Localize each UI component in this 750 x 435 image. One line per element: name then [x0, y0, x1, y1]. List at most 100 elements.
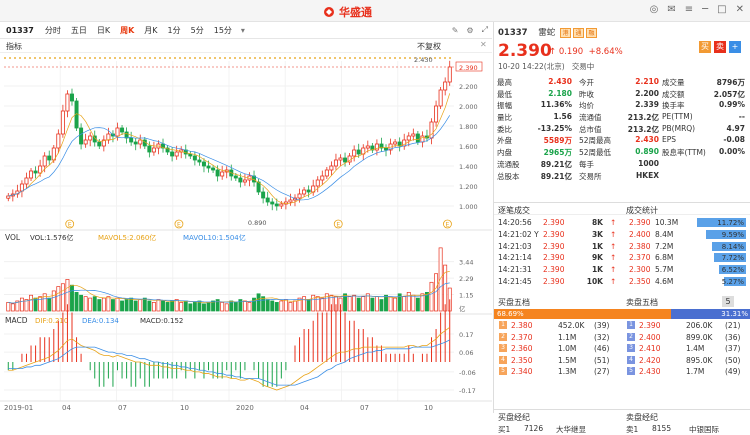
trade-row: 14:21:31 2.390 1K ↑ 2.300 5.7M 6.52% [498, 264, 748, 276]
volume-bar [106, 296, 111, 312]
ask-level: 1 [627, 321, 635, 329]
macd-axis-label: 0.06 [459, 349, 473, 357]
datetime: 10-20 14:22(北京) [498, 62, 565, 71]
tab-5min[interactable]: 5分 [190, 25, 204, 35]
volume-bar [229, 300, 234, 312]
price-axis-label: 1.200 [459, 183, 478, 191]
mail-icon[interactable]: ✉ [667, 4, 676, 15]
tab-timeshare[interactable]: 分时 [44, 25, 61, 35]
close-icon[interactable]: ✕ [480, 40, 487, 49]
depth-selector[interactable]: 5 [722, 296, 734, 307]
volume-bar [352, 294, 357, 312]
candle [83, 139, 88, 145]
volume-bar [120, 300, 124, 312]
quote-label: 昨收 [579, 89, 594, 99]
settings-icon[interactable]: ⚙ [466, 25, 474, 35]
ask-level: 5 [627, 367, 635, 375]
time-axis-label: 07 [360, 404, 369, 412]
minimize-icon[interactable]: ─ [702, 4, 709, 15]
time-axis-label: 2019-01 [4, 404, 33, 412]
close-icon[interactable]: ✕ [735, 4, 744, 15]
candle [329, 165, 334, 171]
volume-bar [124, 299, 129, 312]
candle [161, 143, 166, 149]
macd-dea: DEA:0.134 [82, 317, 119, 325]
logo-icon [324, 7, 334, 17]
candle [133, 141, 138, 145]
ask-count: (50) [725, 355, 741, 365]
quote-label: 总市值 [579, 124, 602, 134]
quote-panel: 01337 雷蛇 港通融 2.390 ↑ 0.190 +8.64% 买 卖 + … [493, 22, 750, 434]
earnings-marker-icon [333, 219, 343, 229]
ask-price: 2.400 [639, 332, 661, 342]
up-arrow-icon: ↑ [610, 276, 617, 286]
stat-price: 2.400 [629, 229, 651, 239]
broker-name[interactable]: 中银国际 [689, 425, 719, 434]
bid-price: 2.340 [511, 367, 533, 376]
candle [333, 159, 338, 167]
trade-volume: 3K [591, 229, 603, 239]
adjust-label[interactable]: 不复权 [417, 42, 441, 51]
candle [238, 177, 243, 183]
candle [129, 137, 134, 143]
stat-bar: 9.59% [705, 229, 746, 239]
tab-15min[interactable]: 15分 [213, 25, 232, 35]
stat-bar: 7.72% [713, 253, 746, 263]
volume-bar [279, 300, 284, 312]
tab-1min[interactable]: 1分 [167, 25, 181, 35]
stat-pct: 9.59% [721, 230, 744, 239]
tab-five-day[interactable]: 五日 [70, 25, 87, 35]
quote-label: 今开 [579, 78, 594, 87]
candle [379, 143, 384, 149]
buy-button[interactable]: 买 [699, 41, 711, 53]
tab-weekly-k[interactable]: 周K [120, 25, 135, 35]
candle [206, 165, 211, 169]
quote-value: 2.430 [548, 77, 572, 86]
quote-label: 流通值 [579, 113, 602, 123]
quote-value: 0.99% [718, 100, 745, 110]
book-row: 3 2.360 1.0M (46) 3 2.410 1.4M (37) [494, 343, 750, 355]
volume-bar [233, 302, 238, 312]
stats-title[interactable]: 成交统计 [626, 206, 658, 215]
quote-value: -0.08 [723, 135, 745, 145]
add-watchlist-button[interactable]: + [729, 41, 741, 53]
candle [447, 66, 452, 83]
candle [215, 169, 220, 177]
tab-daily-k[interactable]: 日K [96, 25, 111, 35]
trade-row: 14:21:45 2.390 10K ↑ 2.350 4.6M 5.27% [498, 276, 748, 288]
indicator-bar: 指标 不复权 ✕ [0, 39, 492, 53]
dropdown-icon[interactable]: ▾ [240, 25, 245, 35]
volume-bar [388, 296, 393, 312]
stat-bar: 8.14% [711, 241, 746, 251]
bid-price: 2.350 [511, 355, 533, 365]
volume-bar [111, 299, 115, 312]
bid-level: 2 [499, 332, 507, 341]
vol-axis-label: 2.29 [459, 275, 473, 283]
volume-bar [297, 297, 302, 312]
headset-icon[interactable]: ◎ [649, 4, 659, 15]
candle [324, 169, 329, 177]
trades-title[interactable]: 逐笔成交 [498, 206, 530, 215]
quote-value: 213.2亿 [627, 113, 659, 123]
volume-bar [206, 302, 211, 312]
maximize-icon[interactable]: □ [717, 4, 727, 15]
indicator-label[interactable]: 指标 [6, 42, 22, 51]
expand-icon[interactable]: ⤢ [481, 25, 488, 34]
ask-size: 895.0K [686, 355, 713, 365]
draw-icon[interactable]: ✎ [451, 25, 459, 35]
volume-bar [293, 300, 297, 312]
sell-button[interactable]: 卖 [714, 41, 726, 53]
candle [429, 121, 434, 139]
candle [79, 127, 84, 145]
stat-price: 2.380 [629, 241, 651, 251]
quote-value: 2.200 [635, 88, 659, 98]
candle [270, 201, 275, 205]
stat-volume: 4.6M [655, 276, 674, 286]
broker-name[interactable]: 大华继显 [556, 425, 586, 434]
kline-chart[interactable]: 2.390 2.200 2.000 1.800 1.600 1.400 1.200 1.000… [0, 53, 492, 413]
menu-icon[interactable]: ≡ [684, 4, 694, 15]
stat-pct: 5.27% [721, 277, 744, 286]
quote-value: 2965万 [543, 148, 572, 158]
tab-monthly-k[interactable]: 月K [144, 25, 158, 35]
volume-bar [92, 296, 97, 312]
